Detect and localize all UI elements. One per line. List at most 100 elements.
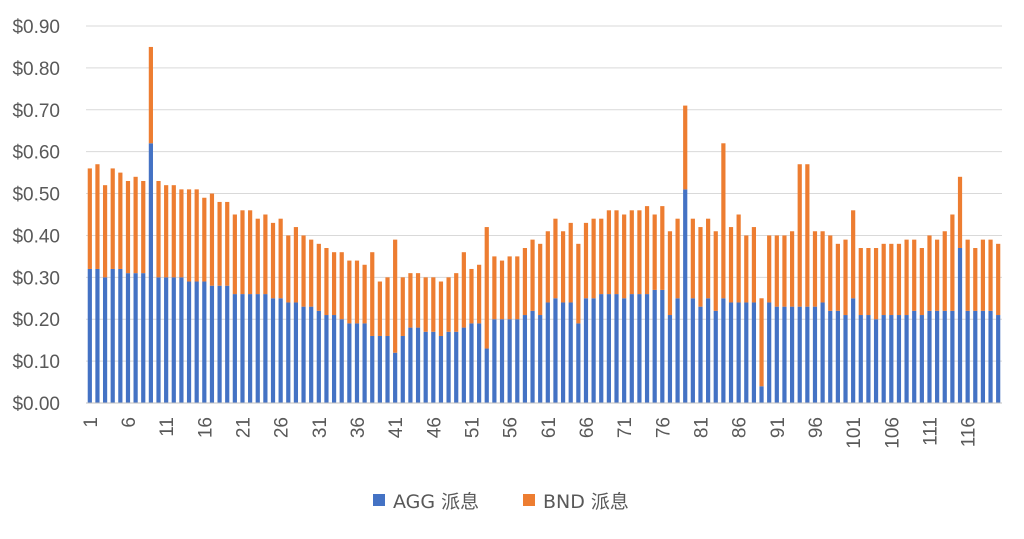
bar-bnd [950,214,955,311]
bar-bnd [919,248,924,316]
bar-bnd [469,268,474,324]
bar-bnd [293,227,299,303]
bar-agg [171,277,176,403]
bar-bnd [408,273,413,328]
bar-agg [538,315,543,403]
x-tick-label: 66 [577,417,598,438]
bar-agg [599,294,604,403]
x-tick-label: 6 [119,417,140,428]
bar-agg [102,277,108,403]
bar-bnd [713,231,718,311]
bar-bnd [858,248,863,316]
bar-bnd [278,218,283,299]
bar-agg [782,306,787,403]
bar-agg [713,310,718,403]
bar-bnd [545,231,550,303]
bar-agg [217,285,222,403]
bar-bnd [492,256,497,320]
bar-bnd [736,214,741,303]
bar-bnd [431,277,436,332]
bar-agg [477,323,482,403]
bar-agg [553,298,558,403]
bar-bnd [95,164,100,269]
bar-agg [950,310,955,403]
bar-bnd [927,235,932,311]
bar-agg [690,298,695,403]
bar-bnd [965,239,970,311]
bar-agg [835,310,840,403]
bar-bnd [148,46,153,144]
bar-agg [438,335,444,403]
bar-bnd [393,239,398,353]
bar-bnd [141,180,146,274]
bar-agg [240,294,245,403]
bar-bnd [622,214,627,299]
bar-bnd [415,273,421,328]
bar-agg [629,294,634,403]
bar-agg [209,285,215,403]
bar-bnd [507,256,512,320]
bar-bnd [156,180,161,278]
bar-bnd [270,222,276,299]
x-tick-label: 116 [959,417,980,447]
bar-agg [789,306,795,403]
y-tick-label: $0.90 [12,17,60,38]
bar-bnd [102,185,108,278]
bar-bnd [973,248,978,311]
bar-bnd [767,235,772,303]
x-tick-label: 51 [462,417,483,438]
bar-agg [736,302,741,403]
bar-bnd [301,235,306,307]
bar-agg [194,281,199,403]
bar-agg [484,348,489,403]
bar-bnd [782,235,787,307]
legend-swatch-agg [373,494,385,506]
bar-bnd [751,227,757,303]
x-tick-label: 56 [501,417,522,438]
bar-bnd [240,210,245,295]
bar-bnd [522,248,528,316]
bar-bnd [667,231,673,316]
bar-agg [499,319,505,403]
y-tick-label: $0.80 [12,59,60,80]
bar-bnd [87,168,92,269]
bar-agg [965,310,970,403]
bar-bnd [133,176,138,274]
bar-agg [339,319,344,403]
bar-agg [980,310,986,403]
x-tick-label: 31 [310,417,331,438]
gridlines [86,25,1002,362]
bar-bnd [690,218,695,299]
bar-bnd [576,243,581,324]
bar-bnd [377,281,382,336]
bar-bnd [477,264,482,324]
bar-agg [858,315,863,403]
bar-bnd [255,218,260,295]
bar-bnd [843,239,848,316]
bar-agg [866,315,871,403]
bar-bnd [996,243,1001,316]
bar-bnd [744,235,749,303]
bar-agg [820,302,825,403]
bar-agg [744,302,749,403]
bar-agg [530,310,535,403]
bar-agg [286,302,291,403]
x-tick-label: 96 [806,417,827,438]
bar-agg [904,315,909,403]
bar-bnd [980,239,986,311]
bar-agg [309,306,314,403]
bar-agg [270,298,276,403]
bar-bnd [324,248,329,316]
bar-bnd [339,252,344,320]
bar-agg [362,323,367,403]
y-tick-label: $0.40 [12,226,60,247]
bar-agg [973,310,978,403]
bar-agg [606,294,611,403]
bar-bnd [171,185,176,278]
bar-agg [996,315,1001,403]
bar-agg [125,273,131,403]
bar-bnd [461,252,466,328]
bar-bnd [316,243,321,311]
legend-label-bnd: BND 派息 [543,491,629,513]
bar-bnd [835,243,840,311]
